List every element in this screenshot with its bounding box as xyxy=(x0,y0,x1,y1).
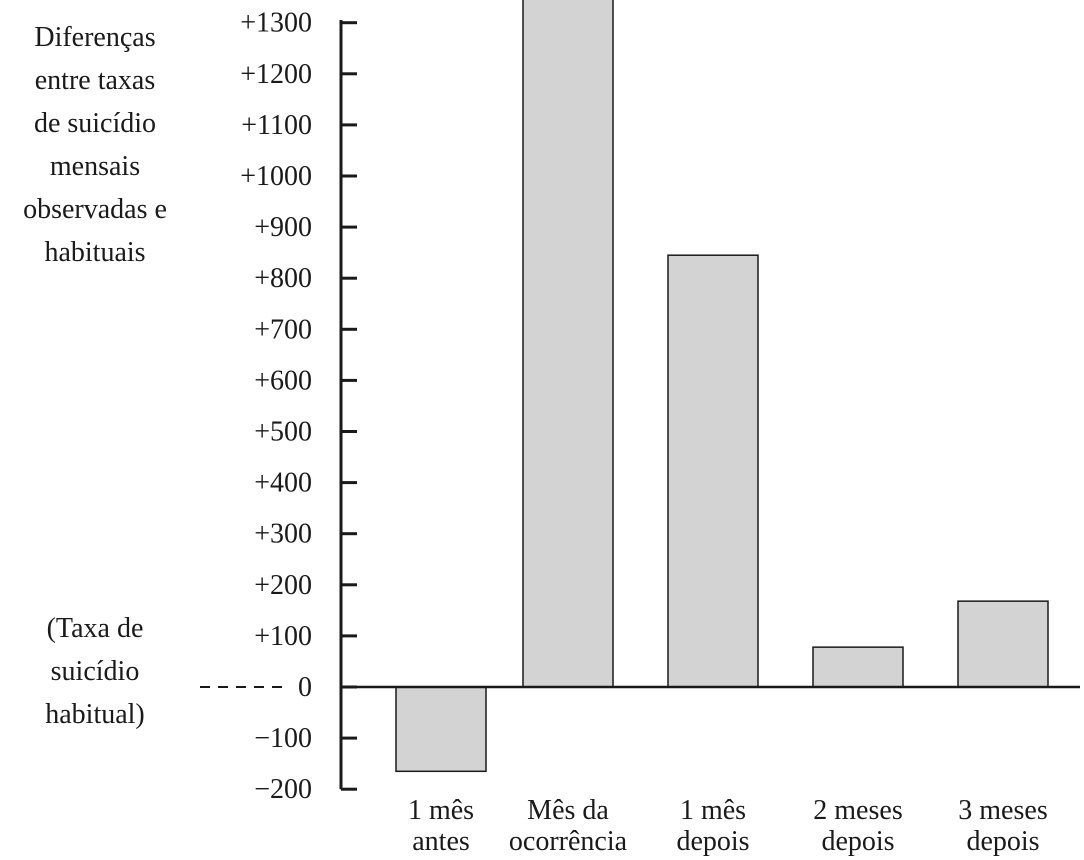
bar-4 xyxy=(957,600,1049,688)
y-tick-label: +1000 xyxy=(240,161,312,192)
bar-3 xyxy=(812,646,904,688)
y-axis-title-line: observadas e xyxy=(23,194,167,225)
x-tick-label: Mês da xyxy=(527,795,609,826)
bar-2 xyxy=(667,254,759,688)
x-tick-label: depois xyxy=(676,826,749,857)
bar-1 xyxy=(522,0,614,688)
baseline-label-line: (Taxa de xyxy=(47,613,144,644)
y-tick-label: +300 xyxy=(254,519,312,550)
x-tick-label: ocorrência xyxy=(509,826,628,857)
bars xyxy=(395,0,1049,773)
baseline-label-line: suicídio xyxy=(51,656,140,687)
y-tick-label: +500 xyxy=(254,417,312,448)
y-tick-label: +1300 xyxy=(240,8,312,39)
y-axis-title-line: mensais xyxy=(50,151,140,182)
y-tick-label: +900 xyxy=(254,212,312,243)
bar-0 xyxy=(395,686,487,773)
baseline-annotation: (Taxa de suicídio habitual) xyxy=(45,613,145,730)
y-tick-label: 0 xyxy=(298,672,312,703)
y-tick-label: +1100 xyxy=(241,110,312,141)
y-ticks: +1300+1200+1100+1000+900+800+700+600+500… xyxy=(240,8,357,805)
y-tick-label: +100 xyxy=(254,621,312,652)
y-tick-label: +200 xyxy=(254,570,312,601)
y-axis-title: Diferenças entre taxas de suicídio mensais o… xyxy=(23,22,167,268)
y-axis-title-line: de suicídio xyxy=(34,108,156,139)
y-axis-title-line: entre taxas xyxy=(35,65,156,96)
x-tick-label: 2 meses xyxy=(813,795,902,826)
y-tick-label: +800 xyxy=(254,263,312,294)
x-tick-label: 1 mês xyxy=(408,795,474,826)
y-tick-label: +600 xyxy=(254,365,312,396)
x-tick-label: 1 mês xyxy=(680,795,746,826)
y-tick-label: +400 xyxy=(254,468,312,499)
y-axis-title-line: habituais xyxy=(44,237,145,268)
x-tick-label: antes xyxy=(412,826,470,857)
baseline-label-line: habitual) xyxy=(45,699,145,730)
axes xyxy=(200,20,1080,790)
y-tick-label: +700 xyxy=(254,314,312,345)
x-tick-label: depois xyxy=(821,826,894,857)
y-tick-label: −100 xyxy=(254,723,312,754)
x-tick-label: depois xyxy=(966,826,1039,857)
y-axis-title-line: Diferenças xyxy=(34,22,155,53)
x-tick-label: 3 meses xyxy=(958,795,1047,826)
y-tick-label: +1200 xyxy=(240,59,312,90)
y-tick-label: −200 xyxy=(254,774,312,805)
